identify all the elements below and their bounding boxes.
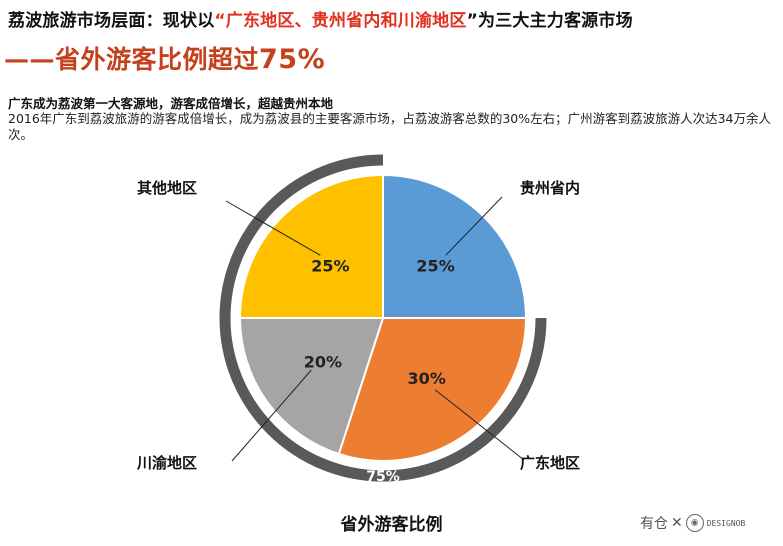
outer-arc-accent bbox=[313, 394, 525, 482]
leader-line bbox=[434, 389, 525, 461]
leader-line bbox=[225, 200, 321, 256]
slice-category-label: 其他地区 bbox=[137, 179, 197, 197]
body-text: 2016年广东到荔波旅游的游客成倍增长，成为荔波县的主要客源市场，占荔波游客总数… bbox=[8, 111, 772, 142]
leader-line bbox=[231, 369, 312, 462]
leader-line bbox=[445, 196, 503, 256]
slice-value-label: 30% bbox=[408, 369, 446, 388]
watermark: 有仓 ✕ ◉ DESIGNOB bbox=[640, 513, 745, 533]
outer-arc-label: 75% bbox=[366, 469, 400, 485]
slice-value-label: 25% bbox=[311, 256, 349, 275]
chart-title: 省外游客比例 bbox=[340, 515, 443, 535]
slice-category-label: 广东地区 bbox=[520, 454, 580, 472]
watermark-text: 有仓 bbox=[640, 516, 668, 532]
page-title: 荔波旅游市场层面：现状以“广东地区、贵州省内和川渝地区”为三大主力客源市场 bbox=[8, 6, 633, 31]
designob-logo-icon: ◉ bbox=[685, 514, 704, 532]
subtitle-main: ——省外游客比例超过 bbox=[4, 45, 260, 74]
slice-category-label: 川渝地区 bbox=[136, 454, 197, 472]
slice-value-label: 20% bbox=[304, 353, 342, 372]
pie-slice-4 bbox=[238, 173, 384, 319]
page-subtitle: ——省外游客比例超过75% bbox=[4, 40, 325, 76]
lead-text: 广东成为荔波第一大客源地，游客成倍增长，超越贵州本地 bbox=[8, 96, 334, 111]
watermark-separator: ✕ bbox=[671, 515, 683, 531]
pie-slice-2 bbox=[337, 317, 528, 462]
subtitle-value: 75% bbox=[259, 44, 326, 75]
title-suffix: ”为三大主力客源市场 bbox=[466, 11, 633, 31]
slice-category-label: 贵州省内 bbox=[520, 179, 580, 197]
watermark-brand: DESIGNOB bbox=[706, 518, 746, 528]
title-highlight: “广东地区、贵州省内和川渝地区 bbox=[214, 11, 467, 31]
pie-slice-3 bbox=[238, 317, 385, 456]
title-prefix: 荔波旅游市场层面：现状以 bbox=[8, 11, 215, 31]
slice-value-label: 25% bbox=[416, 256, 454, 275]
